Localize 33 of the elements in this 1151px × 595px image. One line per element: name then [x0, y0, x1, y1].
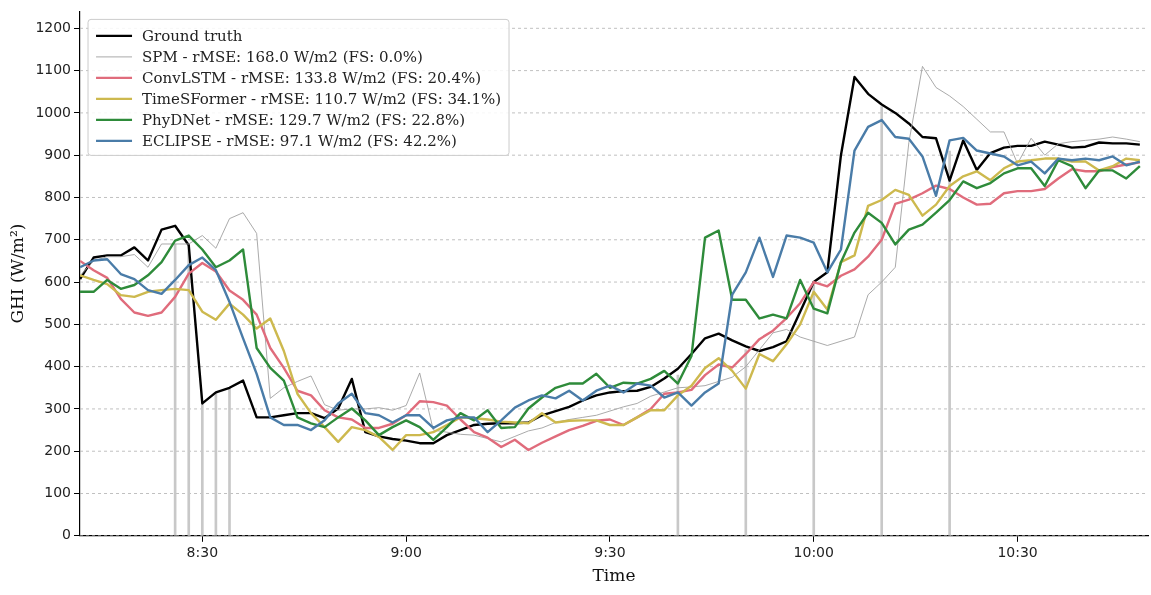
y-tick-label: 1000 — [35, 103, 72, 120]
legend-label: Ground truth — [142, 26, 243, 45]
y-tick-label: 400 — [44, 357, 72, 374]
legend-label: ECLIPSE - rMSE: 97.1 W/m2 (FS: 42.2%) — [142, 131, 457, 150]
y-tick-label: 500 — [44, 314, 72, 331]
x-tick-label: 8:30 — [186, 543, 219, 560]
bar — [187, 244, 191, 536]
x-tick-label: 9:30 — [594, 543, 626, 560]
y-axis-title: GHI (W/m²) — [6, 223, 27, 324]
legend-label: PhyDNet - rMSE: 129.7 W/m2 (FS: 22.8%) — [142, 110, 466, 129]
x-axis-title: Time — [592, 565, 636, 586]
y-tick-label: 600 — [44, 272, 72, 289]
y-tick-label: 200 — [44, 441, 72, 458]
bar — [200, 403, 204, 536]
bar — [228, 387, 231, 536]
bar — [812, 281, 816, 536]
x-tick-label: 9:00 — [390, 543, 422, 560]
y-tick-label: 1200 — [35, 18, 72, 35]
x-tick-label: 10:30 — [997, 543, 1038, 560]
y-tick-label: 1100 — [35, 61, 72, 78]
bar — [948, 150, 951, 536]
bar — [744, 349, 748, 536]
x-tick-label: 10:00 — [793, 543, 834, 560]
y-tick-label: 100 — [44, 484, 72, 501]
y-tick-label: 800 — [44, 188, 72, 205]
legend-label: ConvLSTM - rMSE: 133.8 W/m2 (FS: 20.4%) — [142, 68, 482, 87]
y-tick-label: 300 — [44, 399, 72, 416]
legend-label: SPM - rMSE: 168.0 W/m2 (FS: 0.0%) — [142, 47, 423, 66]
bar — [880, 106, 884, 536]
legend-label: TimeSFormer - rMSE: 110.7 W/m2 (FS: 34.1%) — [142, 89, 502, 108]
y-tick-label: 700 — [44, 230, 72, 247]
y-tick-label: 900 — [44, 145, 72, 162]
y-tick-label: 0 — [62, 526, 72, 543]
